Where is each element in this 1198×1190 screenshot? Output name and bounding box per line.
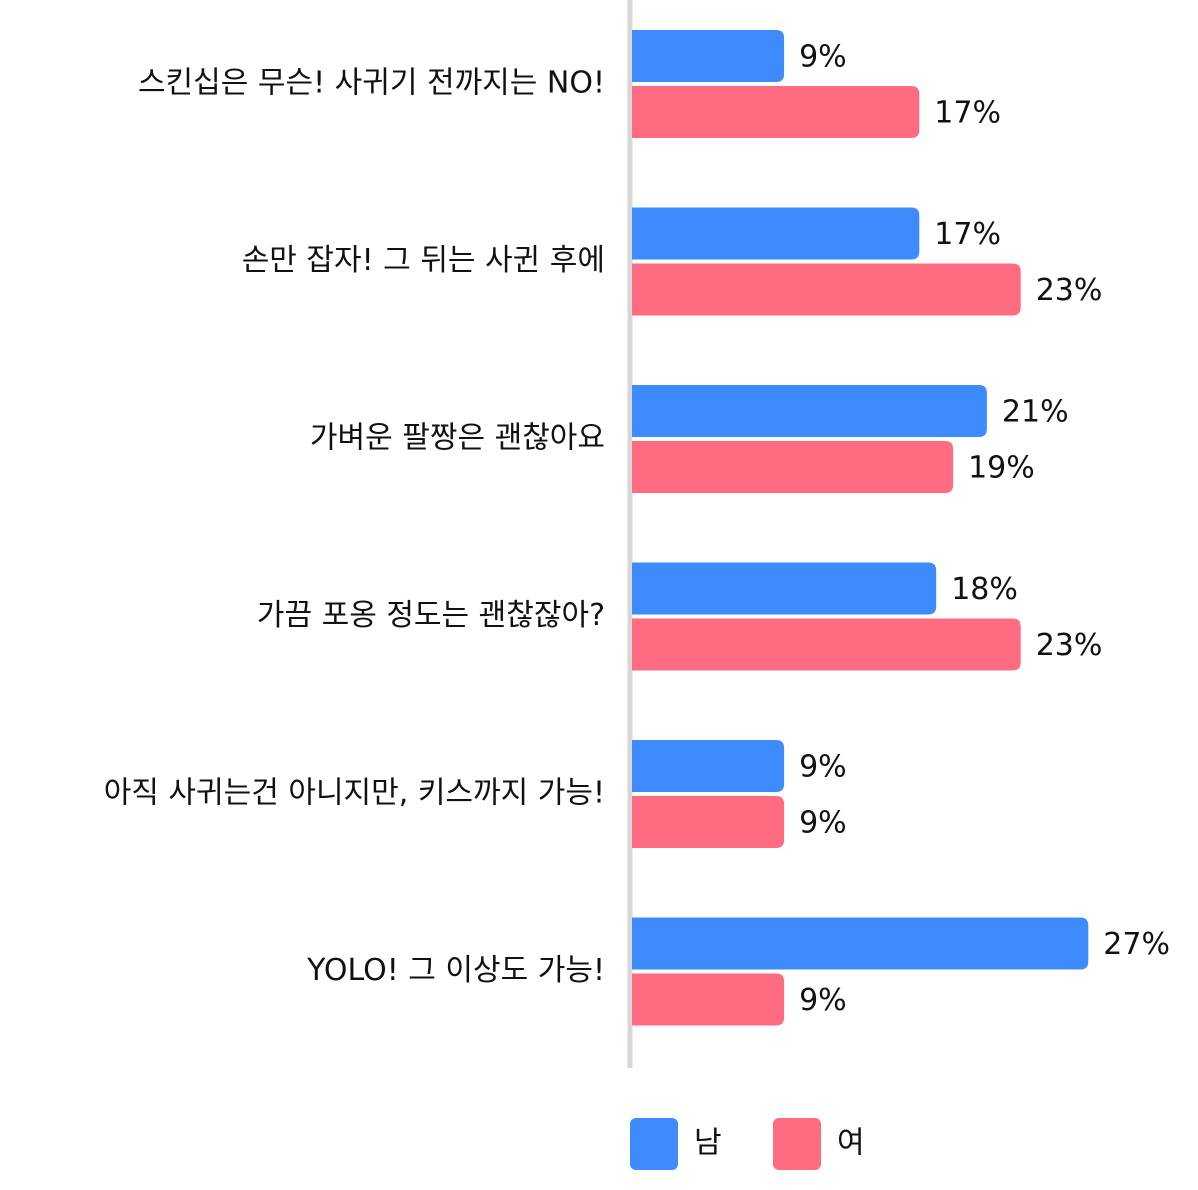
bar: [632, 917, 1089, 970]
category-label: YOLO! 그 이상도 가능!: [306, 953, 605, 988]
bar: [632, 973, 785, 1026]
category-label: 손만 잡자! 그 뒤는 사귄 후에: [242, 243, 605, 278]
bar: [632, 618, 1021, 671]
value-label: 9%: [799, 40, 847, 75]
bar: [632, 385, 987, 437]
bar: [632, 30, 785, 82]
value-label: 18%: [951, 572, 1018, 607]
value-label: 23%: [1036, 273, 1103, 308]
bar: [632, 86, 920, 138]
bar: [632, 207, 920, 260]
value-label: 9%: [799, 983, 847, 1018]
legend-label: 남: [694, 1126, 722, 1161]
value-label: 19%: [968, 451, 1035, 486]
value-label: 9%: [799, 750, 847, 785]
value-label: 23%: [1036, 628, 1103, 663]
bar: [632, 796, 785, 848]
value-label: 9%: [799, 806, 847, 841]
bar: [632, 263, 1021, 316]
bar: [632, 562, 937, 615]
value-label: 27%: [1103, 927, 1170, 962]
legend-label: 여: [837, 1126, 865, 1161]
legend-swatch: [773, 1118, 821, 1170]
bar: [632, 441, 954, 493]
category-label: 가벼운 팔짱은 괜찮아요: [310, 421, 605, 456]
category-label: 스킨십은 무슨! 사귀기 전까지는 NO!: [138, 66, 605, 101]
value-label: 17%: [934, 96, 1001, 131]
value-label: 17%: [934, 217, 1001, 252]
bar: [632, 740, 785, 792]
value-label: 21%: [1002, 395, 1069, 430]
legend-swatch: [630, 1118, 678, 1170]
category-label: 아직 사귀는건 아니지만, 키스까지 가능!: [104, 776, 605, 811]
category-label: 가끔 포옹 정도는 괜찮잖아?: [257, 598, 605, 633]
